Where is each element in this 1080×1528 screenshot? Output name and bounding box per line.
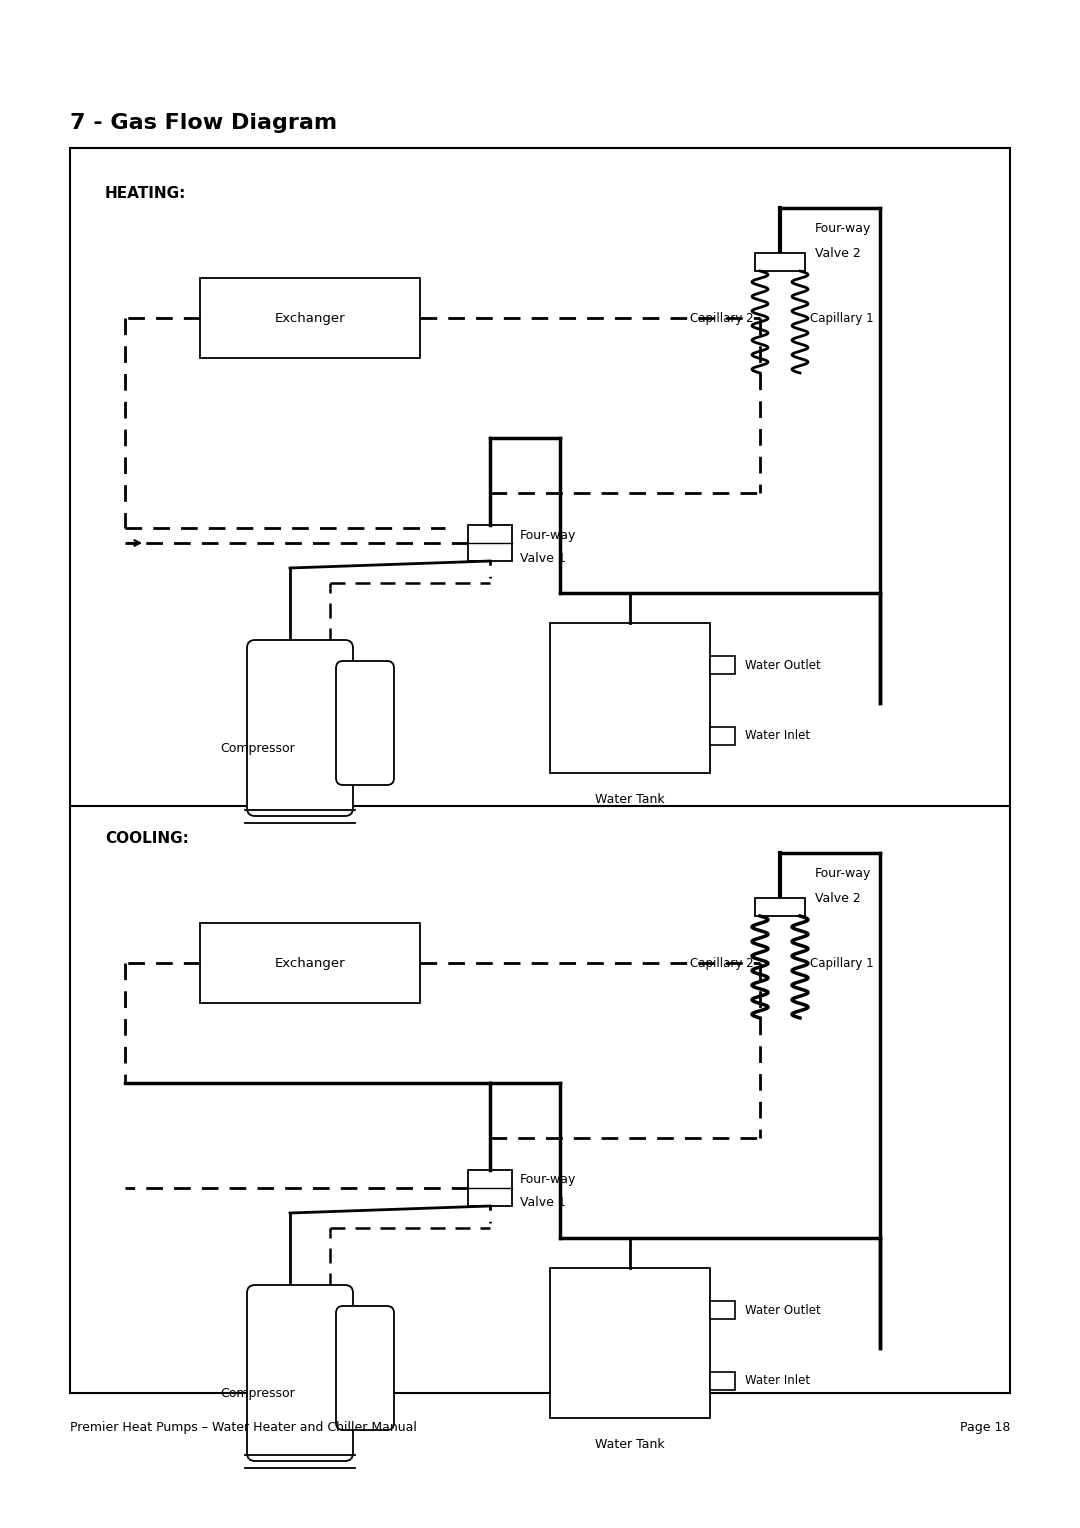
Bar	[468, 526, 512, 561]
Text: Valve 1: Valve 1	[519, 552, 566, 564]
Text: Capillary 1: Capillary 1	[810, 312, 874, 324]
Text: Valve 2: Valve 2	[815, 891, 861, 905]
Text: Exchanger: Exchanger	[274, 957, 346, 969]
Text: Water Inlet: Water Inlet	[745, 729, 810, 743]
Text: Premier Heat Pumps – Water Heater and Chiller Manual: Premier Heat Pumps – Water Heater and Ch…	[70, 1421, 417, 1435]
FancyBboxPatch shape	[247, 1285, 353, 1461]
Bar	[710, 1372, 735, 1389]
Text: Page 18: Page 18	[960, 1421, 1010, 1435]
Text: Compressor: Compressor	[220, 741, 295, 755]
Bar	[255, 1293, 345, 1453]
Text: Capillary 2: Capillary 2	[690, 312, 754, 324]
Text: 7 - Gas Flow Diagram: 7 - Gas Flow Diagram	[70, 113, 337, 133]
Bar	[710, 656, 735, 674]
Text: Water Inlet: Water Inlet	[745, 1374, 810, 1387]
Bar	[755, 898, 805, 915]
Text: Four-way: Four-way	[519, 1174, 577, 1187]
Bar	[70, 148, 1010, 1394]
Bar	[710, 726, 735, 744]
Text: Compressor: Compressor	[220, 1386, 295, 1400]
Text: Capillary 2: Capillary 2	[690, 957, 754, 969]
Text: COOLING:: COOLING:	[105, 831, 189, 845]
Text: Valve 2: Valve 2	[815, 246, 861, 260]
Bar	[710, 1300, 735, 1319]
FancyBboxPatch shape	[336, 1306, 394, 1430]
Bar	[468, 1170, 512, 1206]
Text: Four-way: Four-way	[815, 866, 872, 880]
Bar	[550, 1268, 710, 1418]
Text: Four-way: Four-way	[815, 222, 872, 234]
Text: Water Tank: Water Tank	[595, 1438, 665, 1452]
FancyBboxPatch shape	[247, 640, 353, 816]
Text: Valve 1: Valve 1	[519, 1196, 566, 1210]
Text: Capillary 1: Capillary 1	[810, 957, 874, 969]
Bar	[200, 923, 420, 1002]
Bar	[755, 254, 805, 270]
Text: Four-way: Four-way	[519, 529, 577, 541]
Text: Water Outlet: Water Outlet	[745, 1303, 821, 1317]
FancyBboxPatch shape	[336, 662, 394, 785]
Text: Water Outlet: Water Outlet	[745, 659, 821, 671]
Bar	[200, 278, 420, 358]
Text: Water Tank: Water Tank	[595, 793, 665, 805]
Text: HEATING:: HEATING:	[105, 185, 187, 200]
Bar	[550, 623, 710, 773]
Text: Exchanger: Exchanger	[274, 312, 346, 324]
